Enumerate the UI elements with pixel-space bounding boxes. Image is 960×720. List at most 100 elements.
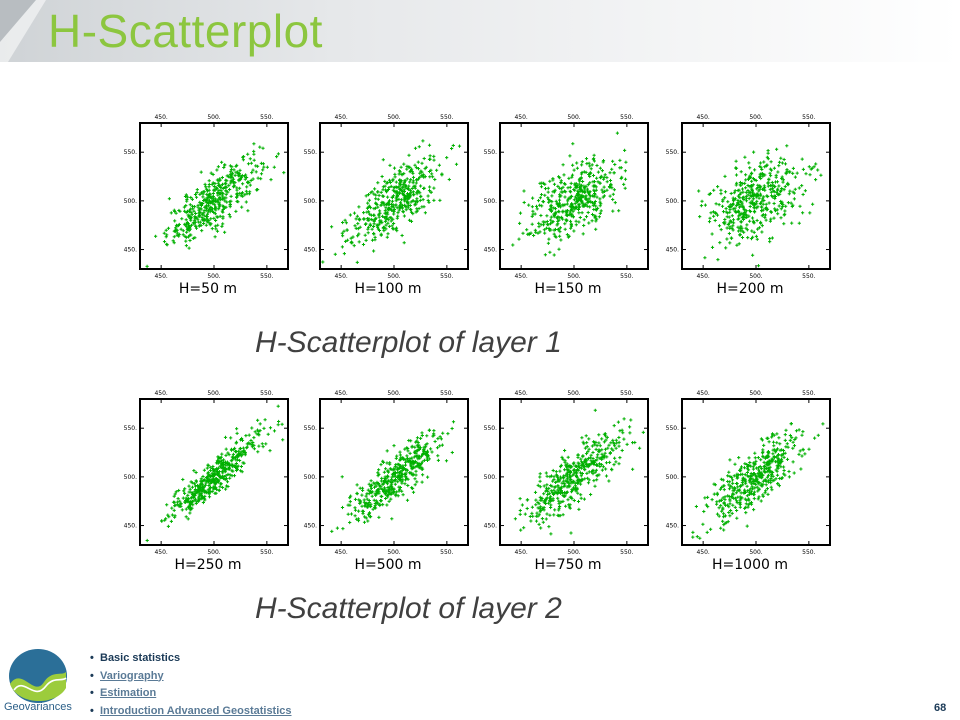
- scatter-point: [365, 217, 369, 221]
- x-tick-label: 550.: [260, 549, 273, 556]
- scatter-point: [577, 220, 581, 224]
- scatter-point: [780, 454, 784, 458]
- scatter-point: [767, 181, 771, 185]
- scatter-point: [783, 438, 787, 442]
- scatter-point: [785, 144, 789, 148]
- scatter-point: [560, 215, 564, 219]
- scatter-point: [170, 506, 174, 510]
- nav-item-label[interactable]: Introduction Advanced Geostatistics: [100, 704, 292, 717]
- scatter-point: [732, 191, 736, 195]
- scatter-point: [215, 467, 219, 472]
- scatter-point: [384, 496, 388, 501]
- scatter-point: [189, 195, 193, 200]
- scatter-point: [228, 215, 232, 219]
- scatter-point: [581, 455, 585, 459]
- scatter-point: [725, 237, 729, 241]
- scatter-point: [234, 458, 238, 462]
- scatter-point: [773, 448, 777, 452]
- scatter-point: [784, 428, 788, 432]
- scatter-point: [381, 214, 385, 218]
- scatter-point: [199, 191, 203, 195]
- scatter-point: [446, 432, 450, 436]
- scatter-point: [538, 230, 542, 234]
- scatter-point: [162, 240, 167, 244]
- scatter-point: [545, 222, 549, 226]
- nav-item-label[interactable]: Estimation: [100, 687, 157, 699]
- scatter-point: [748, 194, 752, 198]
- scatter-point: [238, 186, 242, 190]
- x-tick-label: 450.: [154, 114, 167, 121]
- scatter-point: [408, 459, 412, 463]
- scatter-point: [252, 436, 256, 440]
- scatter-point: [558, 234, 562, 238]
- scatter-point: [728, 474, 732, 479]
- scatter-point: [203, 205, 207, 209]
- scatter-point: [562, 476, 566, 480]
- scatter-point: [376, 181, 380, 185]
- scatter-point: [723, 190, 728, 194]
- scatter-point: [391, 227, 395, 231]
- scatter-point: [779, 216, 783, 220]
- nav-item-label[interactable]: Variography: [100, 669, 164, 682]
- nav-item-variography[interactable]: • Variography: [90, 668, 292, 686]
- scatter-point: [184, 507, 188, 511]
- scatter-point: [554, 199, 558, 203]
- scatter-point: [755, 218, 759, 223]
- scatter-point: [208, 485, 213, 489]
- scatter-point: [211, 172, 215, 177]
- scatter-point: [695, 535, 699, 539]
- scatter-point: [539, 185, 544, 189]
- scatter-point: [406, 206, 410, 210]
- scatter-point: [586, 481, 591, 485]
- scatter-point: [409, 486, 414, 490]
- scatter-point: [416, 167, 421, 171]
- scatter-point: [591, 180, 595, 184]
- nav-item-advanced-geostatistics[interactable]: • Introduction Advanced Geostatistics: [90, 703, 292, 720]
- scatter-point: [747, 456, 751, 460]
- scatter-point: [268, 426, 273, 430]
- scatter-point: [625, 442, 629, 446]
- scatter-point: [554, 470, 558, 474]
- nav-item-estimation[interactable]: • Estimation: [90, 685, 292, 703]
- x-tick-label: 550.: [620, 273, 633, 280]
- scatter-point: [201, 500, 205, 505]
- scatter-point: [563, 227, 567, 231]
- scatter-point: [213, 188, 217, 192]
- scatter-point: [602, 177, 606, 181]
- scatter-point: [760, 224, 764, 228]
- scatter-point: [568, 503, 572, 507]
- scatter-point: [405, 167, 409, 171]
- scatter-point: [353, 514, 357, 518]
- scatter-point: [742, 230, 746, 234]
- scatter-point: [706, 495, 710, 499]
- scatter-point: [557, 209, 561, 213]
- scatter-point: [593, 484, 597, 488]
- scatter-point: [604, 461, 609, 465]
- scatter-point: [606, 446, 610, 450]
- scatter-point: [378, 503, 382, 508]
- scatter-point: [721, 210, 726, 214]
- scatter-point: [629, 418, 633, 422]
- scatter-points: [145, 404, 285, 543]
- scatter-point: [763, 188, 767, 192]
- scatter-point: [225, 200, 229, 204]
- scatter-point: [783, 162, 788, 166]
- scatter-point: [758, 192, 763, 196]
- scatter-point: [766, 492, 770, 496]
- scatter-point: [401, 209, 405, 213]
- scatter-point: [236, 174, 240, 178]
- scatter-point: [541, 200, 546, 204]
- scatter-point: [543, 231, 547, 235]
- scatter-point: [229, 436, 233, 440]
- scatter-point: [181, 496, 185, 500]
- scatter-point: [735, 501, 739, 505]
- scatter-point: [393, 172, 397, 176]
- scatter-point: [213, 472, 217, 477]
- scatter-point: [587, 161, 591, 165]
- scatter-point: [164, 228, 168, 232]
- x-tick-label: 550.: [802, 390, 815, 397]
- scatter-point: [604, 474, 609, 478]
- scatter-point: [545, 474, 549, 478]
- scatter-point: [340, 245, 344, 249]
- scatter-point: [513, 517, 517, 521]
